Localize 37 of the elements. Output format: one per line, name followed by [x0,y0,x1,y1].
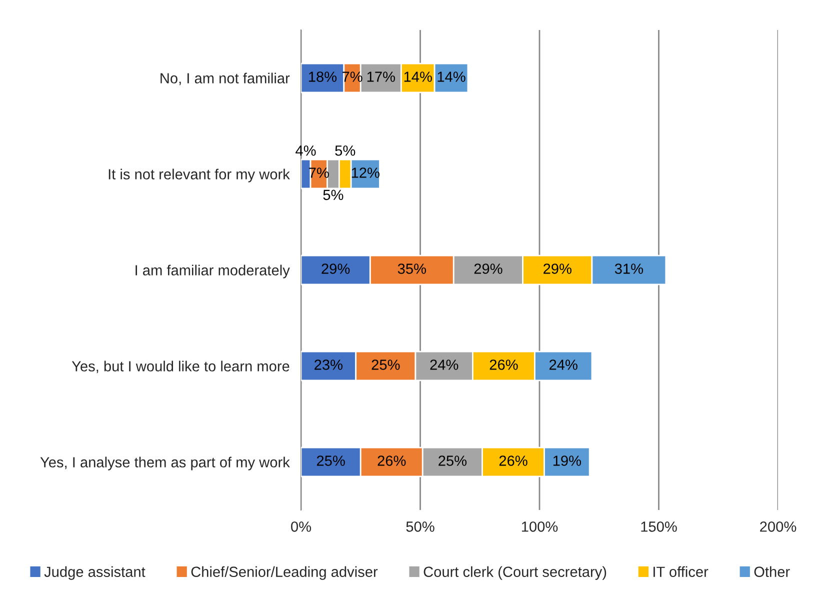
legend-label: Other [754,566,790,578]
x-tick-label: 200% [760,521,796,532]
y-tick-label: I am familiar moderately [136,264,290,278]
legend-label: Chief/Senior/Leading adviser [191,566,378,580]
data-label: 4% [296,145,316,156]
y-tick-label: It is not relevant for my work [108,168,290,182]
data-label: 29% [474,264,502,274]
data-label: 14% [404,72,432,82]
data-label: 25% [372,360,400,370]
data-label: 24% [430,360,458,370]
x-tick-label: 150% [641,521,677,532]
data-label: 24% [549,360,578,370]
data-label: 26% [378,456,406,466]
data-label: 19% [553,456,582,466]
data-label: 26% [499,456,528,466]
y-tick-label: No, I am not familiar [160,72,290,86]
data-label: 25% [316,456,345,466]
data-label: 25% [438,456,467,466]
x-tick-label: 50% [406,521,434,532]
data-label: 5% [335,145,356,156]
legend-label: Court clerk (Court secretary) [424,566,606,580]
x-tick-label: 100% [522,521,558,532]
data-label: 17% [367,72,395,82]
data-label: 35% [398,264,426,274]
data-label: 26% [490,360,518,370]
data-label: 29% [544,264,572,274]
data-label: 29% [322,264,350,274]
y-tick-label: Yes, but I would like to learn more [72,360,290,374]
data-label: 31% [614,264,644,274]
data-label: 14% [438,72,466,82]
x-tick-label: 0% [291,521,312,532]
data-label: 18% [308,72,337,82]
y-tick-label: Yes, I analyse them as part of my work [40,456,290,470]
data-label: 5% [323,190,344,200]
legend-label: IT officer [654,566,708,578]
data-label: 23% [314,360,343,370]
legend-label: Judge assistant [44,566,146,580]
